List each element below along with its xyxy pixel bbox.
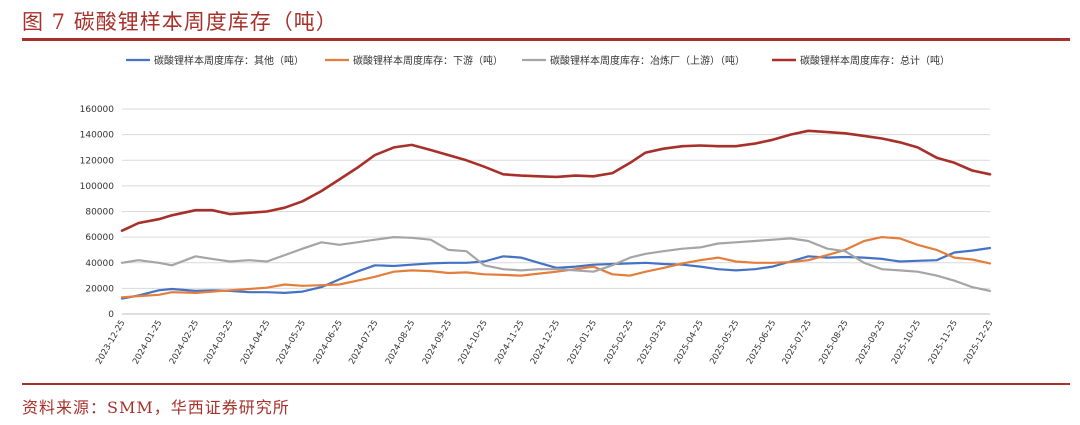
x-tick-label: 2024-08-25	[384, 319, 417, 367]
legend-label-1: 碳酸锂样本周度库存：下游（吨）	[353, 54, 503, 67]
x-tick-label: 2025-02-25	[602, 319, 635, 367]
y-tick-label: 40000	[85, 259, 114, 269]
x-tick-label: 2024-01-25	[131, 319, 164, 367]
x-axis-ticks: 2023-12-25 2024-01-25 2024-02-25 2024-03-25…	[94, 313, 996, 367]
x-tick-label: 2025-11-25	[927, 319, 960, 367]
legend-label-2: 碳酸锂样本周度库存：冶炼厂（上游）（吨）	[550, 54, 745, 67]
x-tick-label: 2025-06-25	[745, 319, 778, 367]
x-tick-label: 2024-12-25	[529, 319, 562, 367]
x-tick-label: 2023-12-25	[94, 319, 127, 367]
y-axis-ticks: 0 20000 40000 60000 80000 100000 120000 140000 1…	[80, 105, 115, 320]
source-note: 资料来源：SMM，华西证券研究所	[22, 398, 290, 417]
x-tick-label: 2025-09-25	[854, 319, 887, 367]
series-line-3	[120, 129, 992, 232]
x-tick-label: 2025-12-25	[962, 319, 995, 367]
x-tick-label: 2025-05-25	[708, 319, 741, 367]
x-tick-label: 2024-10-25	[456, 318, 489, 366]
y-tick-label: 160000	[80, 105, 115, 115]
chart-legend: 碳酸锂样本周度库存：其他（吨） 碳酸锂样本周度库存：下游（吨） 碳酸锂样本周度库存：…	[126, 54, 950, 67]
figure-title: 图 7 碳酸锂样本周度库存（吨）	[22, 10, 338, 34]
x-tick-label: 2025-07-25	[781, 319, 814, 367]
y-tick-label: 60000	[85, 233, 114, 243]
y-tick-label: 20000	[85, 284, 114, 294]
x-tick-label: 2025-10-25	[890, 319, 923, 367]
legend-label-0: 碳酸锂样本周度库存：其他（吨）	[154, 54, 304, 67]
x-tick-label: 2025-03-25	[636, 319, 669, 367]
legend-label-3: 碳酸锂样本周度库存：总计（吨）	[800, 54, 950, 67]
x-tick-label: 2024-03-25	[202, 319, 235, 367]
series-line-0	[120, 246, 992, 300]
title-rule	[22, 38, 1070, 41]
chart-series	[120, 129, 992, 300]
y-tick-label: 80000	[85, 208, 114, 218]
y-tick-label: 100000	[80, 182, 115, 192]
y-tick-label: 140000	[80, 131, 115, 141]
x-tick-label: 2024-05-25	[275, 319, 308, 367]
y-tick-label: 120000	[80, 156, 115, 166]
x-tick-label: 2025-08-25	[817, 319, 850, 367]
y-tick-label: 0	[108, 310, 114, 320]
source-rule	[22, 383, 1070, 385]
x-tick-label: 2024-02-25	[168, 319, 201, 367]
x-tick-label: 2025-04-25	[673, 319, 706, 367]
x-tick-label: 2024-07-25	[347, 319, 380, 367]
x-tick-label: 2024-09-25	[421, 319, 454, 367]
x-tick-label: 2024-04-25	[239, 319, 272, 367]
x-tick-label: 2024-11-25	[493, 319, 526, 367]
series-line-2	[120, 236, 992, 292]
x-tick-label: 2024-06-25	[312, 319, 345, 367]
series-line-1	[120, 236, 992, 299]
x-tick-label: 2025-01-25	[566, 319, 599, 367]
